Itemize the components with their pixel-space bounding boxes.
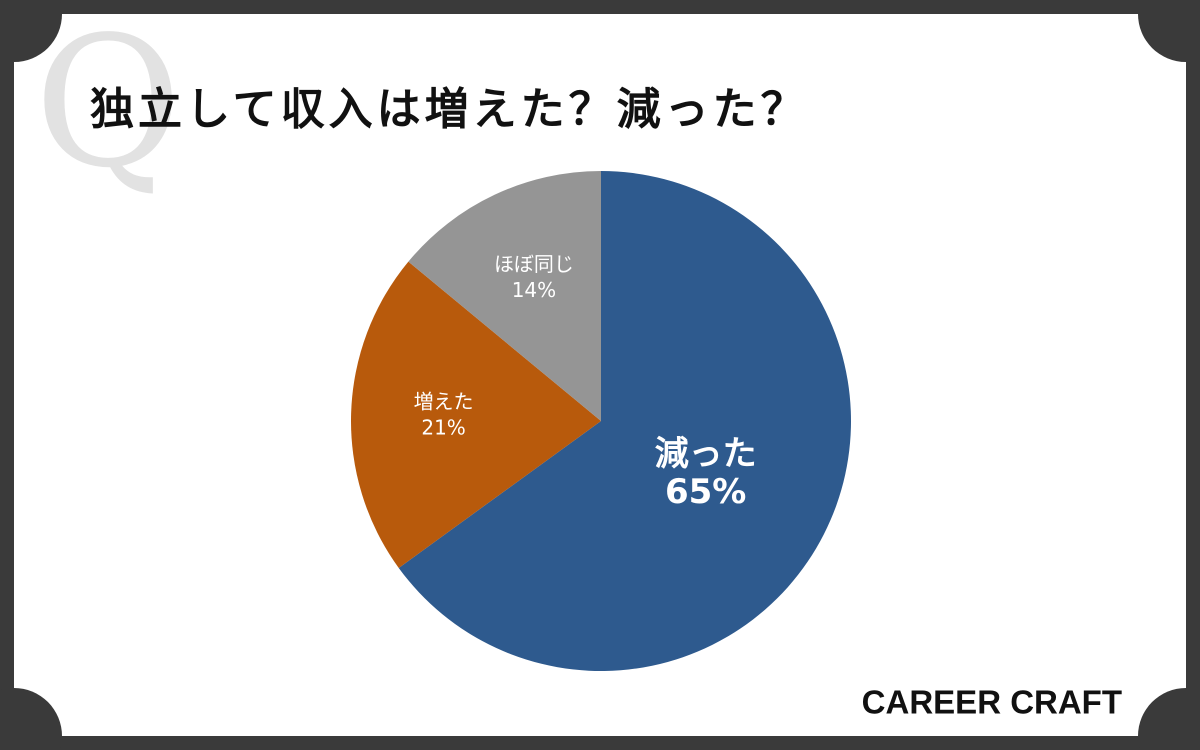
pie-slice <box>398 171 852 671</box>
corner-notch <box>1138 688 1200 750</box>
corner-notch <box>1138 0 1200 62</box>
slice-category-label: ほぼ同じ <box>494 252 574 276</box>
slice-value-label: 65% <box>665 472 746 512</box>
slice-category-label: 増えた <box>414 390 474 414</box>
corner-notch <box>0 0 62 62</box>
slice-value-label: 21% <box>421 416 465 440</box>
corner-notch <box>0 688 62 750</box>
slice-category-label: 減った <box>655 434 757 474</box>
logo: CAREER CRAFT <box>862 684 1122 721</box>
chart-title: 独立して収入は増えた？減った？ <box>90 84 809 135</box>
pie-slice <box>351 261 601 568</box>
slice-value-label: 14% <box>512 278 556 302</box>
pie-slice <box>408 171 601 421</box>
q-watermark: Q <box>34 0 182 208</box>
